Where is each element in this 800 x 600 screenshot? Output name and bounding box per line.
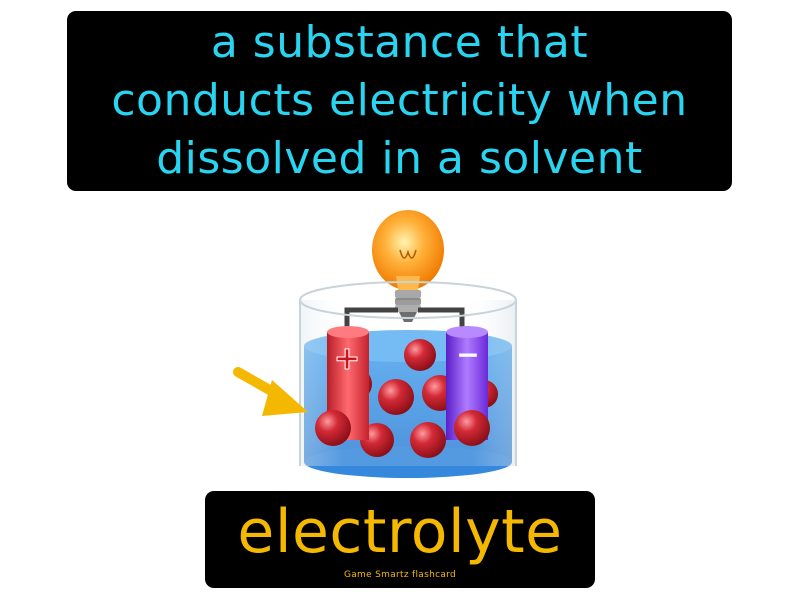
ion: [404, 339, 436, 371]
term-title: electrolyte: [237, 497, 563, 567]
ion: [378, 379, 414, 415]
definition-panel: a substance that conducts electricity wh…: [67, 11, 732, 191]
definition-line-2: conducts electricity when: [111, 75, 688, 126]
electrolysis-illustration: + −: [233, 210, 517, 478]
ion: [315, 410, 351, 446]
negative-symbol-icon: −: [456, 338, 479, 371]
positive-symbol-icon: +: [334, 339, 361, 377]
ion: [454, 410, 490, 446]
definition-line-3: dissolved in a solvent: [156, 133, 643, 184]
definition-line-1: a substance that: [210, 17, 589, 68]
arrow-icon: [233, 367, 308, 416]
term-panel: electrolyte Game Smartz flashcard: [205, 491, 595, 588]
credit-label: Game Smartz flashcard: [343, 570, 457, 580]
ion: [410, 422, 446, 458]
